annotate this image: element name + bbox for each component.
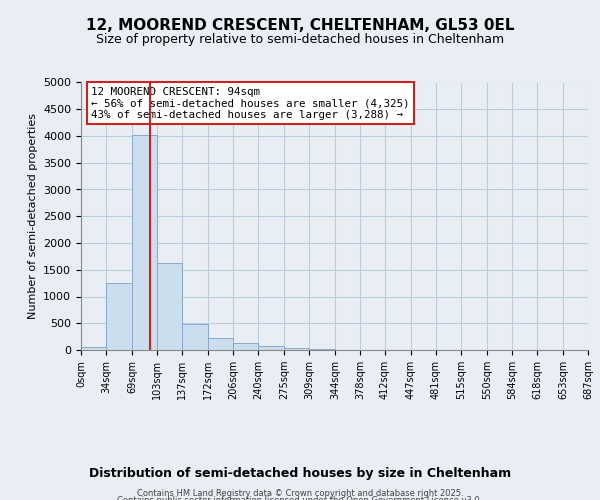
Text: Contains HM Land Registry data © Crown copyright and database right 2025.: Contains HM Land Registry data © Crown c…	[137, 489, 463, 498]
Bar	[182, 324, 208, 350]
Text: 12 MOOREND CRESCENT: 94sqm
← 56% of semi-detached houses are smaller (4,325)
43%: 12 MOOREND CRESCENT: 94sqm ← 56% of semi…	[91, 86, 410, 120]
Bar	[106, 283, 132, 350]
Bar	[157, 263, 182, 350]
Bar	[81, 348, 106, 350]
Y-axis label: Number of semi-detached properties: Number of semi-detached properties	[28, 114, 38, 320]
Bar	[258, 346, 284, 350]
Text: Distribution of semi-detached houses by size in Cheltenham: Distribution of semi-detached houses by …	[89, 467, 511, 480]
Text: Size of property relative to semi-detached houses in Cheltenham: Size of property relative to semi-detach…	[96, 32, 504, 46]
Bar	[132, 135, 157, 350]
Text: Contains public sector information licensed under the Open Government Licence v3: Contains public sector information licen…	[118, 496, 482, 500]
Bar	[233, 342, 258, 350]
Bar	[284, 348, 309, 350]
Bar	[309, 349, 335, 350]
Text: 12, MOOREND CRESCENT, CHELTENHAM, GL53 0EL: 12, MOOREND CRESCENT, CHELTENHAM, GL53 0…	[86, 18, 514, 32]
Bar	[208, 338, 233, 350]
